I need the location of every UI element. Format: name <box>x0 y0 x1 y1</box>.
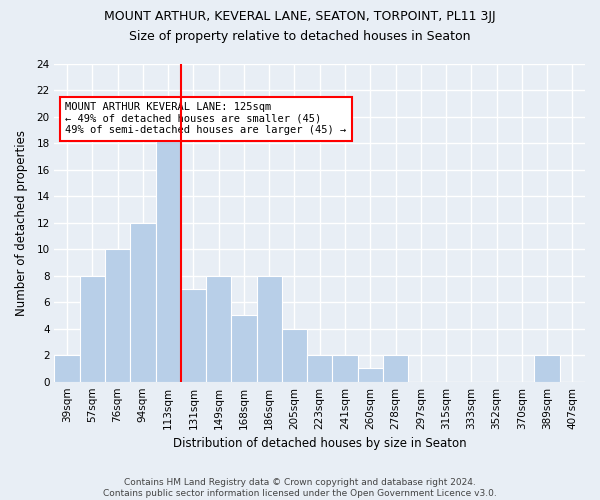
Text: Size of property relative to detached houses in Seaton: Size of property relative to detached ho… <box>129 30 471 43</box>
Bar <box>206 276 231 382</box>
Bar <box>231 316 257 382</box>
Text: Contains HM Land Registry data © Crown copyright and database right 2024.
Contai: Contains HM Land Registry data © Crown c… <box>103 478 497 498</box>
Bar <box>383 355 408 382</box>
Bar <box>80 276 105 382</box>
Bar <box>105 250 130 382</box>
Y-axis label: Number of detached properties: Number of detached properties <box>15 130 28 316</box>
Bar <box>130 223 155 382</box>
Bar <box>358 368 383 382</box>
Bar <box>155 130 181 382</box>
Text: MOUNT ARTHUR KEVERAL LANE: 125sqm
← 49% of detached houses are smaller (45)
49% : MOUNT ARTHUR KEVERAL LANE: 125sqm ← 49% … <box>65 102 346 136</box>
X-axis label: Distribution of detached houses by size in Seaton: Distribution of detached houses by size … <box>173 437 467 450</box>
Bar <box>307 355 332 382</box>
Bar <box>257 276 282 382</box>
Bar <box>282 328 307 382</box>
Bar <box>535 355 560 382</box>
Bar <box>181 289 206 382</box>
Bar <box>332 355 358 382</box>
Bar <box>55 355 80 382</box>
Text: MOUNT ARTHUR, KEVERAL LANE, SEATON, TORPOINT, PL11 3JJ: MOUNT ARTHUR, KEVERAL LANE, SEATON, TORP… <box>104 10 496 23</box>
